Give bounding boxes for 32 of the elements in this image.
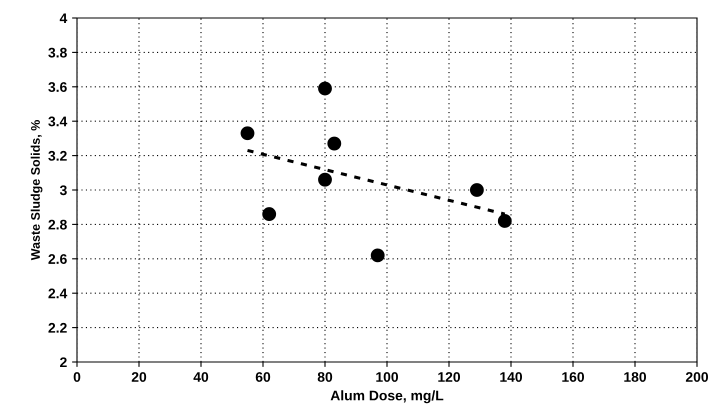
y-tick-label: 3.6 xyxy=(48,82,67,92)
x-tick-label: 160 xyxy=(562,372,584,382)
point xyxy=(240,126,254,140)
x-tick-label: 60 xyxy=(256,372,270,382)
x-tick-label: 140 xyxy=(500,372,522,382)
point xyxy=(498,214,512,228)
point xyxy=(327,136,342,150)
y-tick-label: 3 xyxy=(60,185,67,196)
y-tick-label: 2.2 xyxy=(48,322,67,333)
y-tick-label: 3.8 xyxy=(48,48,67,58)
y-tick-label: 3.4 xyxy=(48,116,68,126)
x-tick-label: 100 xyxy=(376,372,398,382)
x-tick-label: 80 xyxy=(318,372,332,382)
y-tick-label: 2.8 xyxy=(48,220,67,230)
x-tick-label: 0 xyxy=(74,372,80,382)
x-tick-label: 120 xyxy=(438,372,460,382)
point xyxy=(318,82,332,96)
point xyxy=(370,248,385,262)
point xyxy=(318,172,332,187)
x-tick-label: 40 xyxy=(193,372,208,382)
point xyxy=(470,183,484,197)
y-axis-title: Waste Sludge Solids, % xyxy=(30,120,42,260)
x-axis-title: Alum Dose, mg/L xyxy=(330,390,444,404)
x-tick-label: 200 xyxy=(686,372,708,382)
y-tick-label: 2.6 xyxy=(48,254,67,264)
x-tick-label: 20 xyxy=(132,372,146,382)
y-tick-label: 4 xyxy=(60,13,68,24)
y-tick-label: 3.2 xyxy=(48,150,67,161)
y-tick-label: 2.4 xyxy=(48,288,68,298)
point xyxy=(262,207,276,221)
x-tick-label: 180 xyxy=(624,372,646,382)
y-tick-label: 2 xyxy=(60,357,67,368)
